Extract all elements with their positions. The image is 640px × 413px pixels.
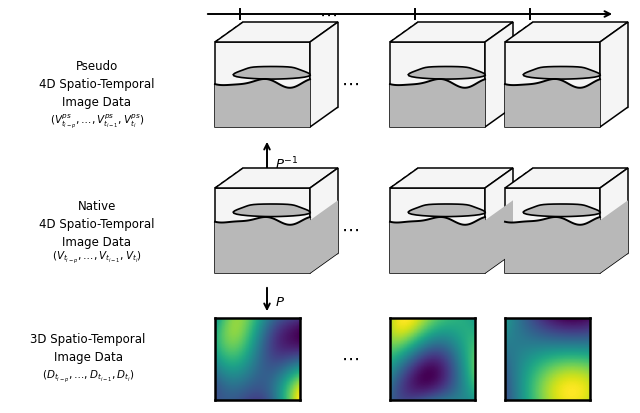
Text: $P^{-1}$: $P^{-1}$ bbox=[275, 156, 299, 172]
Polygon shape bbox=[390, 42, 485, 127]
Text: $(V^{ps}_{t_{i-p}},\ldots,V^{ps}_{t_{i-1}},V^{ps}_{t_i})$: $(V^{ps}_{t_{i-p}},\ldots,V^{ps}_{t_{i-1… bbox=[50, 112, 145, 131]
Polygon shape bbox=[505, 79, 600, 127]
Text: Native
4D Spatio-Temporal
Image Data: Native 4D Spatio-Temporal Image Data bbox=[39, 200, 155, 249]
Polygon shape bbox=[524, 66, 600, 79]
Polygon shape bbox=[310, 168, 338, 273]
Text: $t_{i-p}$: $t_{i-p}$ bbox=[227, 32, 253, 49]
Text: $(D_{t_{i-p}},\ldots,D_{t_{i-1}},D_{t_i})$: $(D_{t_{i-p}},\ldots,D_{t_{i-1}},D_{t_i}… bbox=[42, 369, 134, 385]
Text: $t_{i-1}$: $t_{i-1}$ bbox=[402, 32, 428, 47]
Polygon shape bbox=[310, 200, 338, 273]
Polygon shape bbox=[524, 204, 600, 216]
Polygon shape bbox=[233, 204, 310, 216]
Text: Pseudo
4D Spatio-Temporal
Image Data: Pseudo 4D Spatio-Temporal Image Data bbox=[39, 60, 155, 109]
Text: $\cdots$: $\cdots$ bbox=[341, 221, 359, 239]
Text: $\cdots$: $\cdots$ bbox=[319, 5, 337, 24]
Polygon shape bbox=[505, 217, 600, 273]
Polygon shape bbox=[215, 22, 338, 42]
Polygon shape bbox=[485, 200, 513, 273]
Polygon shape bbox=[505, 188, 600, 273]
Polygon shape bbox=[215, 79, 310, 127]
Text: $P$: $P$ bbox=[275, 295, 285, 309]
Polygon shape bbox=[233, 66, 310, 79]
Polygon shape bbox=[390, 217, 485, 273]
Polygon shape bbox=[505, 22, 628, 42]
Polygon shape bbox=[215, 168, 338, 188]
Polygon shape bbox=[390, 188, 485, 273]
Polygon shape bbox=[485, 22, 513, 127]
Polygon shape bbox=[408, 204, 485, 216]
Polygon shape bbox=[215, 42, 310, 127]
Polygon shape bbox=[408, 66, 485, 79]
Polygon shape bbox=[600, 22, 628, 127]
Polygon shape bbox=[600, 200, 628, 273]
Polygon shape bbox=[310, 22, 338, 127]
Text: $(V_{t_{i-p}},\ldots,V_{t_{i-1}},V_{t_i})$: $(V_{t_{i-p}},\ldots,V_{t_{i-1}},V_{t_i}… bbox=[52, 250, 142, 266]
Text: $\cdots$: $\cdots$ bbox=[341, 350, 359, 368]
Polygon shape bbox=[390, 79, 485, 127]
Text: 3D Spatio-Temporal
Image Data: 3D Spatio-Temporal Image Data bbox=[30, 333, 146, 364]
Text: $\cdots$: $\cdots$ bbox=[341, 75, 359, 93]
Polygon shape bbox=[215, 217, 310, 273]
Polygon shape bbox=[485, 168, 513, 273]
Text: $t_i$: $t_i$ bbox=[525, 32, 535, 47]
Polygon shape bbox=[505, 42, 600, 127]
Polygon shape bbox=[390, 22, 513, 42]
Polygon shape bbox=[505, 168, 628, 188]
Polygon shape bbox=[215, 188, 310, 273]
Polygon shape bbox=[390, 168, 513, 188]
Polygon shape bbox=[600, 168, 628, 273]
